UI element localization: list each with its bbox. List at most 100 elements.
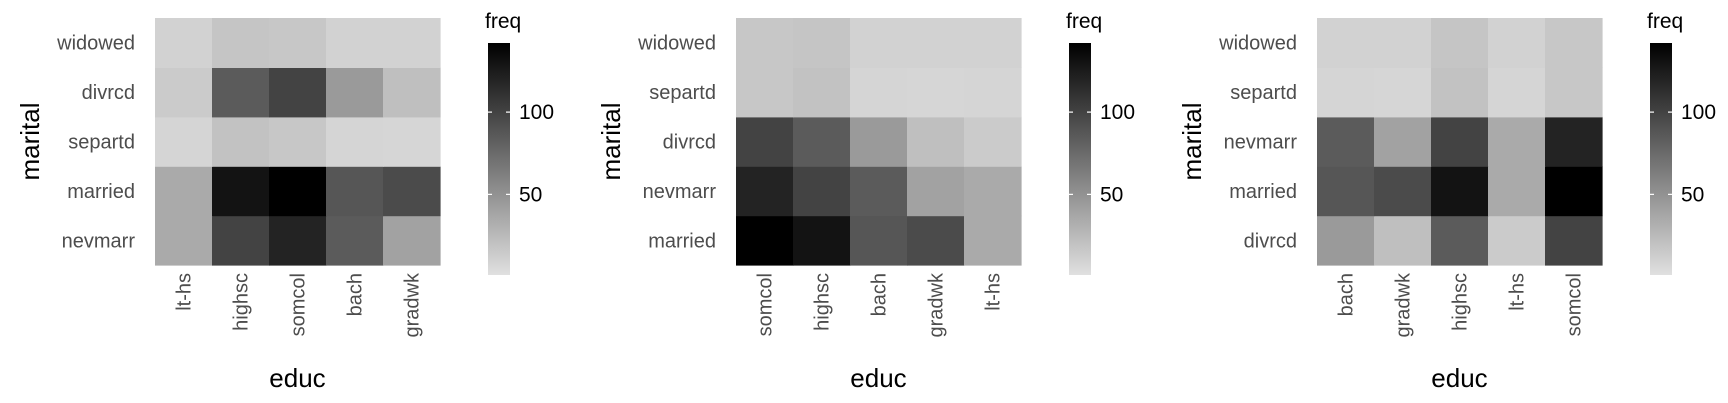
y-tick-label: separtd [1230, 82, 1297, 104]
tile-separtd-lt-hs [155, 116, 213, 167]
tile-divrcd-lt-hs [1488, 215, 1546, 266]
tile-separtd-bach [1317, 67, 1375, 118]
heatmap-panel-3: divrcd married nevmarr separtd widowed bach gr… [1177, 10, 1716, 393]
tile-nevmarr-gradwk [907, 166, 965, 217]
y-tick-label: married [648, 230, 716, 252]
x-tick-label: bach [1336, 273, 1358, 316]
tile-widowed-highsc [1431, 18, 1489, 68]
tile-nevmarr-somcol [736, 166, 794, 217]
tile-widowed-gradwk [383, 18, 441, 68]
tile-married-lt-hs [155, 166, 213, 217]
heatmap-panel-1: nevmarr married separtd divrcd widowed lt-hs h… [15, 10, 554, 393]
legend: freq 50 100 [1647, 10, 1716, 275]
tile-nevmarr-highsc [1431, 116, 1489, 167]
tile-divrcd-highsc [793, 116, 851, 167]
tile-separtd-lt-hs [964, 67, 1022, 118]
tile-married-somcol [1545, 166, 1603, 217]
x-tick-label: somcol [755, 273, 777, 336]
x-tick-label: highsc [231, 273, 253, 331]
tile-divrcd-bach [850, 116, 908, 167]
tile-divrcd-somcol [269, 67, 327, 118]
tile-nevmarr-bach [1317, 116, 1375, 167]
tile-widowed-gradwk [1374, 18, 1432, 68]
tile-widowed-somcol [1545, 18, 1603, 68]
legend-title: freq [485, 10, 521, 33]
legend-colorbar [1069, 43, 1091, 275]
tile-widowed-bach [1317, 18, 1375, 68]
tile-divrcd-highsc [1431, 215, 1489, 266]
tile-married-gradwk [907, 215, 965, 266]
x-axis-title: educ [850, 363, 906, 393]
tile-married-bach [326, 166, 384, 217]
tile-divrcd-lt-hs [155, 67, 213, 118]
y-tick-label: divrcd [1244, 230, 1297, 252]
y-axis-title: marital [15, 102, 45, 180]
tile-nevmarr-somcol [1545, 116, 1603, 167]
legend-tick-label: 100 [519, 101, 554, 124]
tile-married-gradwk [1374, 166, 1432, 217]
tile-nevmarr-highsc [793, 166, 851, 217]
tile-divrcd-gradwk [1374, 215, 1432, 266]
legend-tick-label: 100 [1681, 101, 1716, 124]
tile-married-highsc [1431, 166, 1489, 217]
legend: freq 50 100 [1066, 10, 1135, 275]
tile-divrcd-bach [1317, 215, 1375, 266]
y-tick-label: widowed [56, 33, 135, 55]
tile-married-highsc [793, 215, 851, 266]
y-tick-label: married [1229, 181, 1297, 203]
tile-divrcd-somcol [736, 116, 794, 167]
tile-married-highsc [212, 166, 270, 217]
tile-separtd-bach [326, 116, 384, 167]
y-tick-label: nevmarr [1224, 132, 1298, 154]
tile-separtd-highsc [793, 67, 851, 118]
legend-colorbar [1650, 43, 1672, 275]
tile-separtd-highsc [1431, 67, 1489, 118]
tile-married-lt-hs [1488, 166, 1546, 217]
tile-nevmarr-lt-hs [155, 215, 213, 266]
tile-separtd-gradwk [383, 116, 441, 167]
y-tick-label: separtd [68, 132, 135, 154]
tile-widowed-gradwk [907, 18, 965, 68]
x-tick-label: highsc [812, 273, 834, 331]
tile-divrcd-bach [326, 67, 384, 118]
legend: freq 50 100 [485, 10, 554, 275]
tile-separtd-bach [850, 67, 908, 118]
y-tick-label: nevmarr [62, 230, 136, 252]
tile-nevmarr-bach [326, 215, 384, 266]
tile-widowed-lt-hs [964, 18, 1022, 68]
tile-married-bach [850, 215, 908, 266]
tile-nevmarr-lt-hs [964, 166, 1022, 217]
tile-married-gradwk [383, 166, 441, 217]
tile-separtd-somcol [1545, 67, 1603, 118]
heatmap-panel-2: married nevmarr divrcd separtd widowed somcol… [596, 10, 1135, 393]
x-tick-label: gradwk [1393, 272, 1415, 337]
y-tick-label: widowed [1218, 33, 1297, 55]
x-tick-label: gradwk [926, 272, 948, 337]
x-tick-label: lt-hs [1507, 273, 1529, 311]
tile-widowed-highsc [212, 18, 270, 68]
tile-separtd-highsc [212, 116, 270, 167]
x-tick-label: gradwk [402, 272, 424, 337]
tile-married-somcol [736, 215, 794, 266]
x-tick-label: lt-hs [983, 273, 1005, 311]
x-axis-title: educ [269, 363, 325, 393]
tile-divrcd-highsc [212, 67, 270, 118]
y-axis-title: marital [596, 102, 626, 180]
tile-nevmarr-somcol [269, 215, 327, 266]
tile-married-bach [1317, 166, 1375, 217]
tile-divrcd-somcol [1545, 215, 1603, 266]
tile-divrcd-lt-hs [964, 116, 1022, 167]
legend-tick-label: 100 [1100, 101, 1135, 124]
y-tick-label: widowed [637, 33, 716, 55]
tile-separtd-somcol [736, 67, 794, 118]
tile-widowed-somcol [269, 18, 327, 68]
legend-colorbar [488, 43, 510, 275]
tile-separtd-gradwk [907, 67, 965, 118]
tile-nevmarr-lt-hs [1488, 116, 1546, 167]
tile-widowed-bach [850, 18, 908, 68]
tile-nevmarr-gradwk [383, 215, 441, 266]
tile-widowed-highsc [793, 18, 851, 68]
x-tick-label: lt-hs [174, 273, 196, 311]
y-tick-label: married [67, 181, 135, 203]
